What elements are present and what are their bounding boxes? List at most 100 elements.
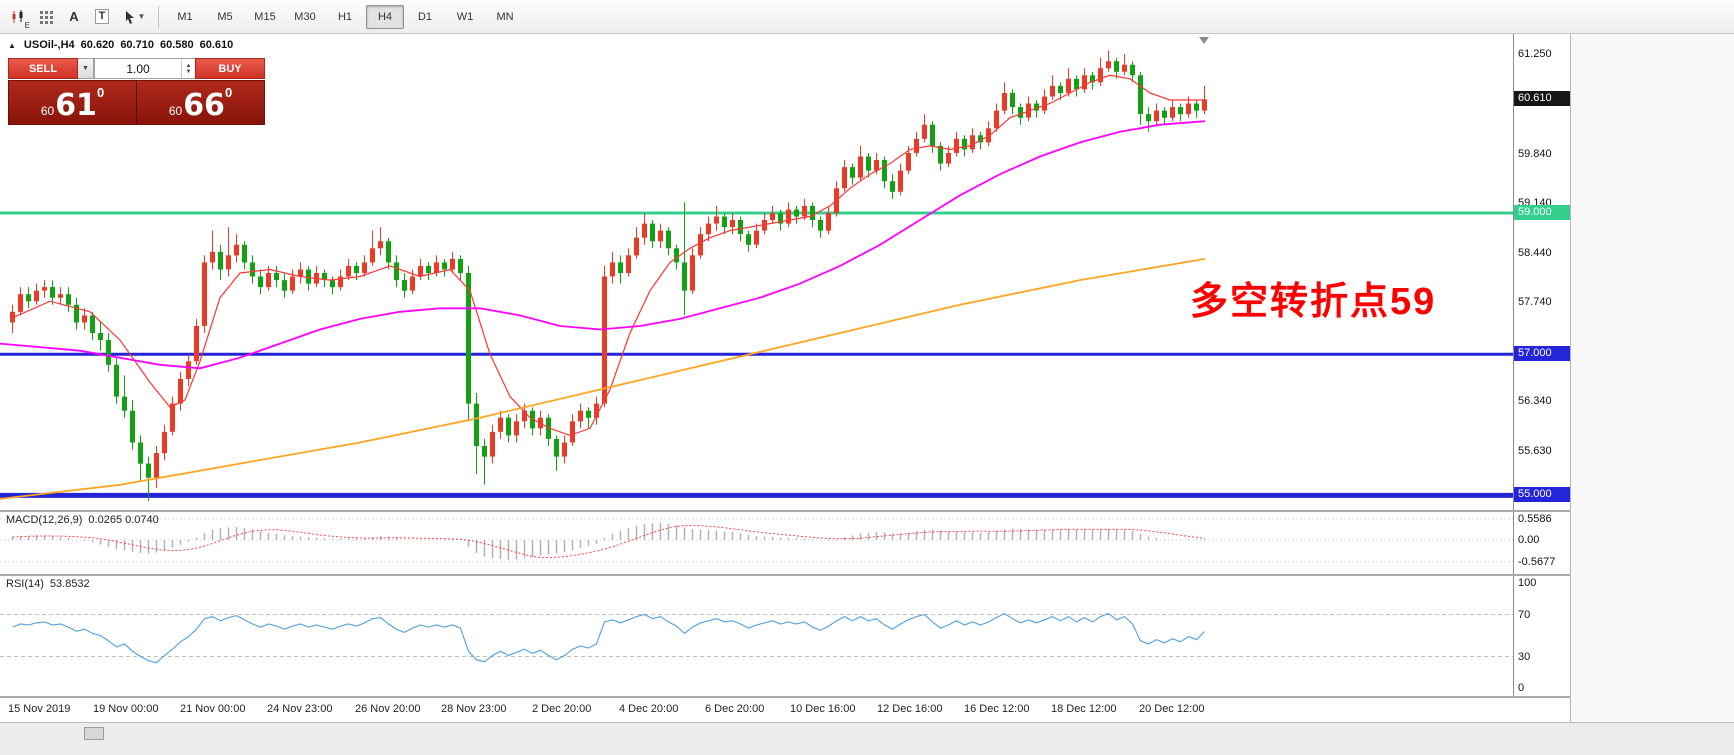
low-value: 60.580 bbox=[159, 39, 194, 51]
toolbar-separator bbox=[158, 5, 159, 28]
time-label: 12 Dec 16:00 bbox=[877, 703, 943, 715]
volume-dropdown-button[interactable]: ▼ bbox=[78, 58, 94, 79]
rsi-header: RSI(14) 53.8532 bbox=[6, 578, 90, 590]
chart-area[interactable]: ▲ USOil-,H4 60.620 60.710 60.580 60.610 … bbox=[0, 34, 1513, 510]
time-label: 19 Nov 00:00 bbox=[93, 703, 159, 715]
horizontal-scrollbar[interactable] bbox=[0, 722, 1734, 755]
time-label: 2 Dec 20:00 bbox=[532, 703, 592, 715]
cursor-tool-icon[interactable]: ▼ bbox=[117, 4, 151, 30]
time-label: 4 Dec 20:00 bbox=[619, 703, 679, 715]
candlestick-chart bbox=[0, 50, 1513, 502]
macd-values: 0.0265 0.0740 bbox=[88, 514, 159, 526]
macd-label: MACD(12,26,9) bbox=[6, 514, 83, 526]
icon-sub-letter: E bbox=[24, 20, 30, 30]
timeframe-button-m5[interactable]: M5 bbox=[217, 10, 233, 23]
bid-ask-display: 60 61 0 60 66 0 bbox=[8, 80, 265, 125]
time-label: 16 Dec 12:00 bbox=[964, 703, 1030, 715]
symbol-period-label: USOil-,H4 bbox=[23, 39, 75, 51]
ask-pipette: 0 bbox=[224, 85, 233, 100]
rsi-scale-100: 100 bbox=[1518, 577, 1537, 589]
price-tick-58.440: 58.440 bbox=[1518, 246, 1552, 259]
volume-value: 1.00 bbox=[126, 61, 150, 76]
one-click-collapse-arrow[interactable]: ▲ bbox=[8, 40, 16, 50]
sell-price-display[interactable]: 60 61 0 bbox=[9, 81, 136, 124]
timeframe-button-m30[interactable]: M30 bbox=[294, 10, 316, 23]
scrollbar-handle[interactable] bbox=[84, 727, 104, 740]
close-value: 60.610 bbox=[199, 39, 234, 51]
macd-panel: MACD(12,26,9) 0.0265 0.0740 bbox=[0, 512, 1513, 574]
price-badge-59.000: 59.000 bbox=[1514, 205, 1570, 220]
macd-scale-0.5586: 0.5586 bbox=[1518, 512, 1552, 525]
right-empty-panel bbox=[1570, 34, 1734, 722]
timeframe-toolbar: M1 M5 M15 M30 H1 H4 D1 W1 MN bbox=[165, 4, 525, 29]
time-label: 15 Nov 2019 bbox=[8, 703, 71, 715]
rsi-scale-30: 30 bbox=[1518, 650, 1531, 663]
candlestick-chart-icon[interactable]: E bbox=[5, 4, 31, 30]
timeframe-button-h1[interactable]: H1 bbox=[337, 10, 353, 23]
time-label: 20 Dec 12:00 bbox=[1139, 703, 1205, 715]
ask-big-figure: 60 bbox=[168, 104, 183, 118]
spinner-down-icon[interactable]: ▼ bbox=[185, 68, 192, 75]
price-divider bbox=[136, 81, 137, 124]
time-label: 18 Dec 12:00 bbox=[1051, 703, 1117, 715]
price-tick-55.630: 55.630 bbox=[1518, 444, 1552, 457]
time-axis[interactable]: 15 Nov 2019 19 Nov 00:00 21 Nov 00:00 24 No… bbox=[0, 698, 1570, 722]
toolbar: E A T ▼ M1 M5 M15 M30 H1 H4 D1 W1 MN bbox=[0, 0, 1734, 34]
price-tick-56.340: 56.340 bbox=[1518, 394, 1552, 407]
volume-input[interactable]: 1.00 ▲ ▼ bbox=[94, 58, 195, 79]
rsi-chart bbox=[0, 612, 1513, 664]
timeframe-button-mn[interactable]: MN bbox=[496, 10, 514, 23]
time-label: 26 Nov 20:00 bbox=[355, 703, 421, 715]
price-axis[interactable]: 61.250 59.840 59.140 58.440 57.740 56.340 55.6… bbox=[1513, 34, 1570, 696]
macd-header: MACD(12,26,9) 0.0265 0.0740 bbox=[6, 514, 159, 526]
price-tick-59.840: 59.840 bbox=[1518, 147, 1552, 160]
price-badge-60.610: 60.610 bbox=[1514, 91, 1570, 106]
rsi-scale-0: 0 bbox=[1518, 682, 1525, 694]
text-label-icon[interactable]: A bbox=[69, 9, 79, 24]
rsi-value: 53.8532 bbox=[49, 578, 90, 590]
buy-button[interactable]: BUY bbox=[195, 58, 265, 79]
chevron-down-icon: ▼ bbox=[137, 12, 146, 21]
macd-scale--0.5677: -0.5677 bbox=[1518, 555, 1556, 568]
price-badge-55.000: 55.000 bbox=[1514, 487, 1570, 502]
grid-icon[interactable] bbox=[33, 4, 59, 30]
high-value: 60.710 bbox=[120, 39, 154, 51]
bid-pipette: 0 bbox=[96, 85, 105, 100]
buy-price-display[interactable]: 60 66 0 bbox=[137, 81, 264, 124]
time-label: 10 Dec 16:00 bbox=[790, 703, 856, 715]
timeframe-button-w1[interactable]: W1 bbox=[456, 10, 474, 23]
timeframe-button-m1[interactable]: M1 bbox=[177, 10, 193, 23]
open-value: 60.620 bbox=[80, 39, 115, 51]
macd-scale-0.00: 0.00 bbox=[1518, 534, 1540, 546]
timeframe-button-h4[interactable]: H4 bbox=[366, 4, 404, 29]
timeframe-button-d1[interactable]: D1 bbox=[417, 10, 433, 23]
price-tick-57.740: 57.740 bbox=[1518, 295, 1552, 308]
pane-splitter-rsi[interactable] bbox=[0, 574, 1570, 576]
chart-annotation-text: 多空转折点59 bbox=[1190, 281, 1437, 323]
rsi-label: RSI(14) bbox=[6, 578, 44, 590]
rsi-scale-70: 70 bbox=[1518, 608, 1531, 621]
price-tick-61.250: 61.250 bbox=[1518, 48, 1552, 61]
time-label: 6 Dec 20:00 bbox=[705, 703, 765, 715]
ask-pips: 66 bbox=[183, 88, 225, 123]
text-box-icon[interactable]: T bbox=[89, 4, 115, 30]
chart-ohlc-header: ▲ USOil-,H4 60.620 60.710 60.580 60.610 bbox=[8, 39, 233, 51]
rsi-panel: RSI(14) 53.8532 bbox=[0, 576, 1513, 696]
bid-pips: 61 bbox=[55, 88, 97, 123]
one-click-trading-panel: SELL ▼ 1.00 ▲ ▼ BUY 60 61 0 60 66 0 bbox=[8, 58, 265, 125]
time-label: 28 Nov 23:00 bbox=[441, 703, 507, 715]
time-label: 24 Nov 23:00 bbox=[267, 703, 333, 715]
pane-splitter-time[interactable] bbox=[0, 696, 1570, 698]
timeframe-button-m15[interactable]: M15 bbox=[254, 10, 276, 23]
pane-splitter-macd[interactable] bbox=[0, 510, 1570, 512]
bid-big-figure: 60 bbox=[40, 104, 55, 118]
time-label: 21 Nov 00:00 bbox=[180, 703, 246, 715]
chart-shift-marker[interactable] bbox=[1199, 37, 1209, 44]
macd-chart bbox=[0, 518, 1513, 563]
spinner-up-icon[interactable]: ▲ bbox=[185, 62, 192, 69]
price-badge-57.000: 57.000 bbox=[1514, 346, 1570, 361]
volume-spinner[interactable]: ▲ ▼ bbox=[181, 59, 195, 78]
trade-controls-row: SELL ▼ 1.00 ▲ ▼ BUY bbox=[8, 58, 265, 79]
sell-button[interactable]: SELL bbox=[8, 58, 78, 79]
